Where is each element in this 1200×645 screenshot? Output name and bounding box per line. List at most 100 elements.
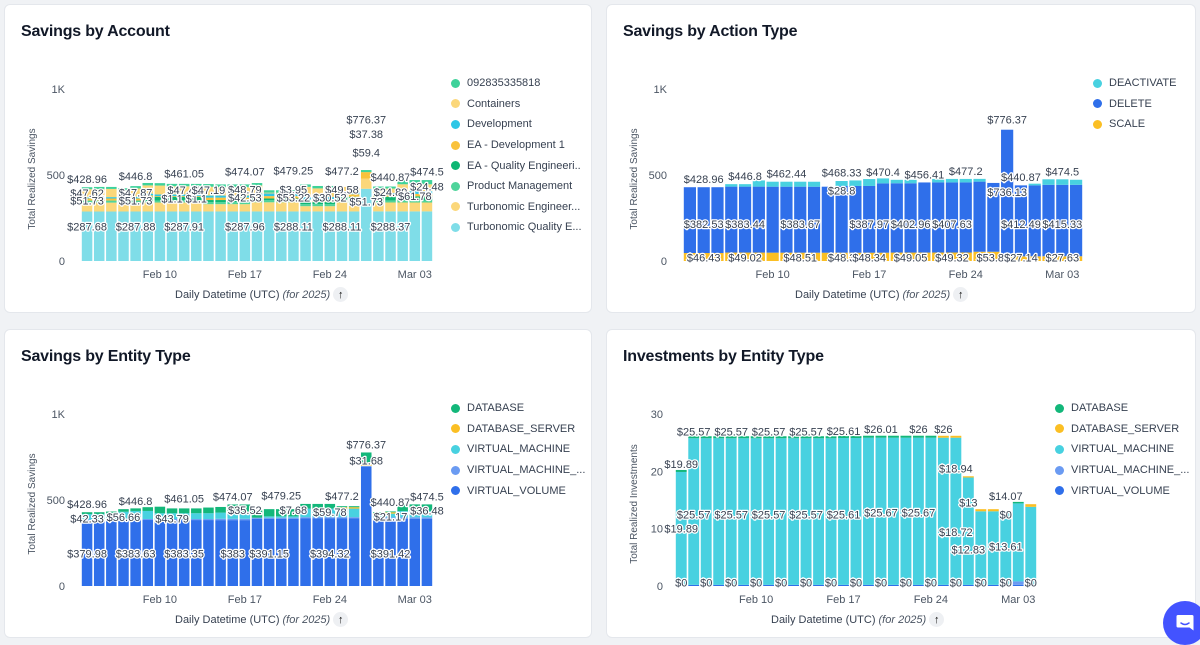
bar-segment-turbonomic-engineer[interactable]	[154, 202, 166, 212]
bar-segment-virtual-volume[interactable]	[409, 518, 421, 586]
bar-segment-database[interactable]	[788, 436, 800, 439]
legend-item-ea-development-1[interactable]: EA - Development 1	[451, 135, 582, 156]
bar-segment-scale[interactable]	[918, 252, 931, 261]
bar-segment-containers[interactable]	[276, 192, 287, 194]
bar-stack[interactable]	[409, 504, 421, 586]
bar-segment-virtual-machine[interactable]	[130, 518, 141, 521]
bar-segment-ea-development-1[interactable]	[93, 198, 105, 201]
bar-segment-virtual-machine[interactable]	[1000, 512, 1012, 585]
bar-stack[interactable]	[203, 507, 214, 586]
bar-stack[interactable]	[348, 187, 360, 261]
bar-segment-virtual-machine[interactable]	[1012, 503, 1024, 582]
arrow-up-icon[interactable]: ↑	[333, 287, 349, 302]
bar-segment-deactivate[interactable]	[1042, 179, 1055, 185]
bar-segment-containers[interactable]	[191, 186, 202, 195]
bar-segment-virtual-machine[interactable]	[227, 518, 238, 521]
bar-segment-product-management[interactable]	[203, 202, 214, 205]
bar-stack[interactable]	[1070, 179, 1083, 261]
bar-segment-virtual-machine[interactable]	[1025, 506, 1037, 585]
bar-segment-deactivate[interactable]	[835, 181, 848, 186]
bar-segment-virtual-volume[interactable]	[800, 584, 812, 586]
bar-segment-virtual-machine[interactable]	[324, 517, 336, 519]
bar-segment-turbonomic-engineer[interactable]	[397, 202, 408, 212]
legend-item-092835335818[interactable]: 092835335818	[451, 73, 582, 94]
bar-segment-virtual-machine[interactable]	[750, 438, 762, 585]
bar-stack[interactable]	[863, 179, 876, 261]
bar-stack[interactable]	[1028, 183, 1041, 261]
bar-segment-virtual-volume[interactable]	[937, 584, 949, 586]
bar-segment-deactivate[interactable]	[959, 178, 972, 183]
bar-segment-scale[interactable]	[1042, 256, 1055, 261]
bar-segment-development[interactable]	[288, 193, 299, 197]
bar-segment-virtual-volume[interactable]	[130, 520, 141, 586]
bar-segment-092835335818[interactable]	[178, 183, 190, 187]
bar-segment-092835335818[interactable]	[106, 186, 117, 189]
legend-item-database-server[interactable]: DATABASE_SERVER	[1055, 419, 1189, 440]
bar-segment-virtual-machine[interactable]	[800, 438, 812, 585]
bar-stack[interactable]	[373, 186, 384, 261]
bar-segment-product-management[interactable]	[300, 204, 311, 207]
bar-stack[interactable]	[191, 508, 202, 586]
bar-stack[interactable]	[373, 512, 384, 586]
bar-segment-development[interactable]	[166, 194, 178, 197]
bar-segment-database[interactable]	[251, 510, 263, 518]
bar-segment-delete[interactable]	[849, 185, 862, 253]
bar-segment-database[interactable]	[106, 511, 117, 514]
bar-stack[interactable]	[227, 504, 238, 586]
bar-segment-ea-development-1[interactable]	[118, 198, 129, 201]
bar-segment-virtual-volume[interactable]	[166, 520, 178, 586]
bar-stack[interactable]	[876, 178, 890, 261]
bar-segment-turbonomic-quality-e[interactable]	[373, 211, 384, 261]
bar-segment-virtual-machine[interactable]	[863, 437, 874, 585]
bar-segment-virtual-volume[interactable]	[1000, 584, 1012, 586]
bar-segment-ea-quality-engineeri[interactable]	[288, 198, 299, 201]
bar-segment-database-server[interactable]	[1025, 504, 1037, 507]
bar-segment-ea-quality-engineeri[interactable]	[215, 200, 226, 203]
bar-segment-database[interactable]	[900, 435, 912, 438]
bar-segment-virtual-machine[interactable]	[900, 437, 912, 585]
bar-segment-virtual-machine[interactable]	[263, 516, 275, 518]
bar-segment-product-management[interactable]	[166, 200, 178, 203]
bar-stack[interactable]	[348, 506, 360, 586]
bar-segment-product-management[interactable]	[397, 200, 408, 203]
bar-segment-development[interactable]	[276, 193, 287, 197]
bar-stack[interactable]	[1012, 501, 1024, 586]
bar-stack[interactable]	[918, 182, 931, 261]
bar-segment-database[interactable]	[888, 435, 899, 438]
bar-segment-turbonomic-quality-e[interactable]	[166, 211, 178, 261]
bar-segment-containers[interactable]	[154, 185, 166, 195]
bar-segment-virtual-machine[interactable]	[300, 508, 311, 518]
bar-stack[interactable]	[288, 509, 299, 586]
bar-segment-ea-quality-engineeri[interactable]	[263, 198, 275, 201]
bar-segment-virtual-machine[interactable]	[688, 438, 700, 585]
bar-segment-database[interactable]	[300, 503, 311, 509]
bar-segment-database[interactable]	[360, 452, 372, 465]
bar-segment-product-management[interactable]	[154, 200, 166, 203]
bar-stack[interactable]	[191, 183, 202, 261]
bar-segment-delete[interactable]	[890, 183, 903, 253]
bar-segment-092835335818[interactable]	[373, 186, 384, 189]
bar-segment-turbonomic-quality-e[interactable]	[312, 211, 323, 261]
bar-segment-development[interactable]	[312, 196, 323, 200]
bar-stack[interactable]	[203, 184, 214, 261]
bar-segment-092835335818[interactable]	[360, 170, 372, 173]
bar-stack[interactable]	[711, 187, 724, 261]
bar-segment-ea-quality-engineeri[interactable]	[385, 196, 396, 201]
bar-segment-virtual-machine[interactable]	[788, 438, 800, 585]
bar-segment-ea-development-1[interactable]	[203, 197, 214, 201]
bar-segment-ea-development-1[interactable]	[154, 196, 166, 197]
bar-segment-product-management[interactable]	[191, 200, 202, 203]
bar-segment-092835335818[interactable]	[227, 184, 238, 188]
bar-segment-product-management[interactable]	[324, 204, 336, 207]
bar-stack[interactable]	[863, 435, 874, 586]
bar-segment-virtual-machine[interactable]	[950, 437, 962, 585]
bar-segment-092835335818[interactable]	[239, 184, 251, 188]
bar-segment-scale[interactable]	[1056, 256, 1069, 261]
bar-segment-turbonomic-quality-e[interactable]	[300, 211, 311, 261]
bar-segment-virtual-volume[interactable]	[725, 584, 737, 586]
bar-segment-delete[interactable]	[863, 185, 876, 253]
bar-segment-virtual-volume[interactable]	[813, 584, 824, 586]
bar-stack[interactable]	[725, 184, 738, 261]
bar-segment-virtual-volume[interactable]	[397, 518, 408, 586]
bar-segment-development[interactable]	[385, 192, 396, 195]
